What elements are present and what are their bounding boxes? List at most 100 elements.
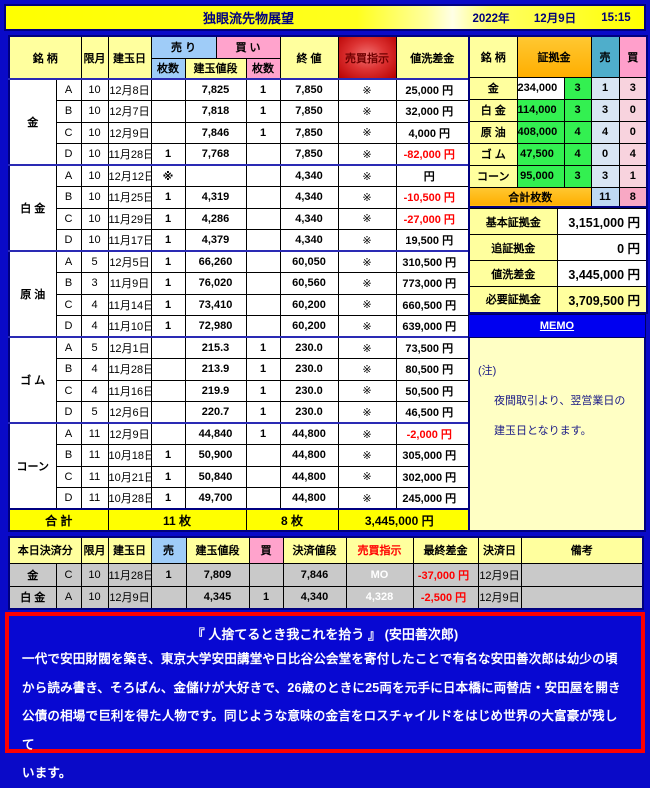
cell-open-price: 215.3 [184, 336, 247, 359]
cell-sell-qty [150, 336, 186, 359]
position-row: 白 金 A 10 12月12日 ※ 4,340 ※ 円 [8, 164, 470, 252]
settle-price: 4,340 [282, 585, 347, 610]
cell-close-price: 60,050 [279, 250, 339, 273]
margin-row: 白 金 114,000 3 3 0 [468, 98, 648, 122]
settle-header-settle-date: 決済日 [477, 536, 522, 564]
cell-order-instruction: ※ [337, 336, 397, 359]
margin-sell-count: 3 [590, 164, 620, 188]
position-row: B 10 11月25日 1 4,319 4,340 ※ -10,500 円 [9, 186, 470, 209]
cell-buy-qty [245, 229, 281, 252]
settle-header-order: 売買指示 [345, 536, 414, 564]
margin-sell-count: 3 [590, 98, 620, 122]
total-row: 合 計 11 枚 8 枚 3,445,000 円 [8, 508, 470, 532]
cell-buy-qty [245, 186, 281, 209]
settle-header-open-date: 建玉日 [107, 536, 152, 564]
cell-mark-to-market: 639,000 円 [395, 315, 470, 338]
cell-letter: A [55, 422, 82, 445]
margin-amount: 114,000 [516, 98, 565, 122]
settle-order-instruction: MO [345, 562, 414, 587]
position-row: C 10 12月9日 7,846 1 7,850 ※ 4,000 円 [9, 121, 470, 144]
margin-amount: 234,000 [516, 76, 565, 100]
cell-open-date: 12月1日 [107, 336, 152, 359]
cell-order-instruction: ※ [337, 465, 397, 488]
cell-mark-to-market: 46,500 円 [395, 401, 470, 424]
futures-dashboard: { "title_bar": { "title": "独眼流先物展望", "ye… [4, 4, 648, 780]
memo-link[interactable]: MEMO [539, 319, 575, 332]
cell-letter: D [55, 487, 82, 510]
margin-header-margin: 証拠金 [516, 35, 592, 78]
cell-mark-to-market: 32,000 円 [395, 100, 470, 123]
cell-buy-qty [245, 293, 281, 316]
settle-commodity-name: 白 金 [8, 585, 57, 610]
cell-sell-qty [150, 121, 186, 144]
cell-sell-qty: 1 [150, 250, 186, 273]
cell-contract-month: 11 [80, 422, 109, 445]
cell-contract-month: 4 [80, 379, 109, 402]
cell-buy-qty [245, 444, 281, 467]
cell-order-instruction: ※ [337, 186, 397, 209]
summary-value: 3,445,000 円 [556, 260, 648, 287]
margin-lot-count: 3 [563, 98, 592, 122]
cell-letter: B [55, 272, 82, 295]
cell-open-date: 11月28日 [107, 143, 152, 166]
settle-month: 10 [80, 562, 109, 587]
cell-open-date: 12月8日 [107, 78, 152, 101]
cell-letter: A [55, 164, 82, 187]
cell-close-price: 60,200 [279, 293, 339, 316]
cell-buy-qty [245, 315, 281, 338]
cell-mark-to-market: 660,500 円 [395, 293, 470, 316]
cell-open-price: 50,840 [184, 465, 247, 488]
cell-letter: D [55, 229, 82, 252]
cell-letter: C [55, 465, 82, 488]
cell-contract-month: 3 [80, 272, 109, 295]
cell-order-instruction: ※ [337, 207, 397, 230]
cell-close-price: 44,800 [279, 487, 339, 510]
cell-sell-qty: ※ [150, 164, 186, 187]
cell-sell-qty [150, 379, 186, 402]
settle-commodity-name: 金 [8, 562, 57, 587]
cell-letter: C [55, 379, 82, 402]
cell-order-instruction: ※ [337, 487, 397, 510]
time-label: 15:15 [601, 11, 631, 24]
position-row: D 5 12月6日 220.7 1 230.0 ※ 46,500 円 [9, 401, 470, 424]
cell-buy-qty [245, 250, 281, 273]
cell-contract-month: 4 [80, 293, 109, 316]
summary-label: 必要証拠金 [468, 286, 558, 313]
cell-letter: B [55, 444, 82, 467]
cell-letter: B [55, 100, 82, 123]
cell-sell-qty [150, 358, 186, 381]
cell-order-instruction: ※ [337, 143, 397, 166]
cell-order-instruction: ※ [337, 379, 397, 402]
cell-order-instruction: ※ [337, 315, 397, 338]
cell-open-date: 12月7日 [107, 100, 152, 123]
settle-letter: A [55, 585, 82, 610]
cell-sell-qty: 1 [150, 487, 186, 510]
cell-open-price: 4,286 [184, 207, 247, 230]
col-header-meigara: 銘 柄 [8, 35, 82, 80]
cell-order-instruction: ※ [337, 164, 397, 187]
cell-open-date: 12月9日 [107, 121, 152, 144]
position-row: C 11 10月21日 1 50,840 44,800 ※ 302,000 円 [9, 465, 470, 488]
margin-total-row: 合計枚数 11 8 [468, 186, 648, 208]
commodity-name: コーン [8, 422, 57, 510]
cell-contract-month: 5 [80, 401, 109, 424]
cell-close-price: 230.0 [279, 336, 339, 359]
cell-sell-qty: 1 [150, 229, 186, 252]
quote-line: います。 [22, 766, 72, 780]
cell-sell-qty: 1 [150, 293, 186, 316]
cell-close-price: 7,850 [279, 78, 339, 101]
col-header-buy-qty: 枚数 [245, 57, 281, 80]
summary-value: 0 円 [556, 234, 648, 261]
title-bar: 独眼流先物展望 2022年 12月9日 15:15 [4, 4, 646, 31]
cell-mark-to-market: 245,000 円 [395, 487, 470, 510]
position-row: 原 油 A 5 12月5日 1 66,260 60,050 ※ 310,500 円 [8, 250, 470, 338]
cell-mark-to-market: 305,000 円 [395, 444, 470, 467]
cell-close-price: 44,800 [279, 422, 339, 445]
cell-letter: B [55, 186, 82, 209]
cell-order-instruction: ※ [337, 78, 397, 101]
cell-open-price: 4,379 [184, 229, 247, 252]
cell-buy-qty: 1 [245, 358, 281, 381]
cell-sell-qty: 1 [150, 207, 186, 230]
summary-value: 3,151,000 円 [556, 208, 648, 235]
margin-commodity-name: 白 金 [468, 98, 518, 122]
